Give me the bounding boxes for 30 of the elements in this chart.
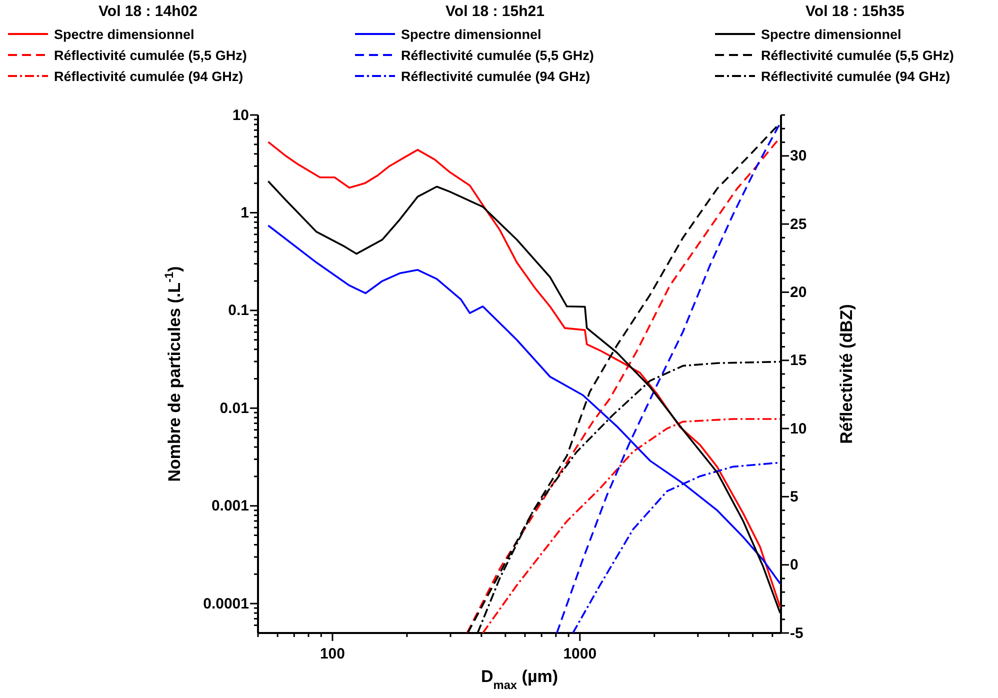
text: Vol 18 : 15h35 xyxy=(806,3,904,20)
x-axis-title: D$_{max}$ (µm) xyxy=(480,667,558,692)
y2-tick-label: 5 xyxy=(790,488,798,506)
y2-axis-title: Réflectivité (dBZ) xyxy=(837,304,856,444)
legend-label: Réflectivité cumulée (94 GHz) xyxy=(401,69,590,84)
y-tick-label: 0.001 xyxy=(211,498,249,515)
y2-tick-label: -5 xyxy=(790,624,804,642)
legend-label: Réflectivité cumulée (5,5 GHz) xyxy=(761,48,954,63)
legend-label: Spectre dimensionnel xyxy=(761,27,902,42)
y-tick-label: 0.0001 xyxy=(203,595,249,612)
y-tick-label: 0.1 xyxy=(228,302,249,320)
y2-tick-label: 20 xyxy=(790,284,807,302)
text: Vol 18 : 14h02 xyxy=(98,3,198,20)
y-tick-label: 1 xyxy=(240,204,249,222)
y2-tick-label: 15 xyxy=(790,352,807,370)
text: Vol 18 : 15h21 xyxy=(446,3,544,20)
y2-tick-label: 10 xyxy=(790,420,807,438)
y-tick-label: 0.01 xyxy=(220,400,249,417)
legend-label: Réflectivité cumulée (5,5 GHz) xyxy=(401,48,594,63)
legend-label: Réflectivité cumulée (94 GHz) xyxy=(54,69,244,84)
legend-label: Spectre dimensionnel xyxy=(401,27,542,42)
legend-label: Spectre dimensionnel xyxy=(54,27,194,42)
legend-label: Réflectivité cumulée (94 GHz) xyxy=(761,69,950,84)
y2-tick-label: 25 xyxy=(790,216,807,233)
y-tick-label: 10 xyxy=(232,106,249,124)
x-tick-label: 1000 xyxy=(563,646,597,662)
y2-tick-label: 0 xyxy=(790,556,798,574)
x-tick-label: 100 xyxy=(320,646,345,662)
legend-label: Réflectivité cumulée (5,5 GHz) xyxy=(54,48,247,63)
y2-tick-label: 30 xyxy=(790,148,807,165)
